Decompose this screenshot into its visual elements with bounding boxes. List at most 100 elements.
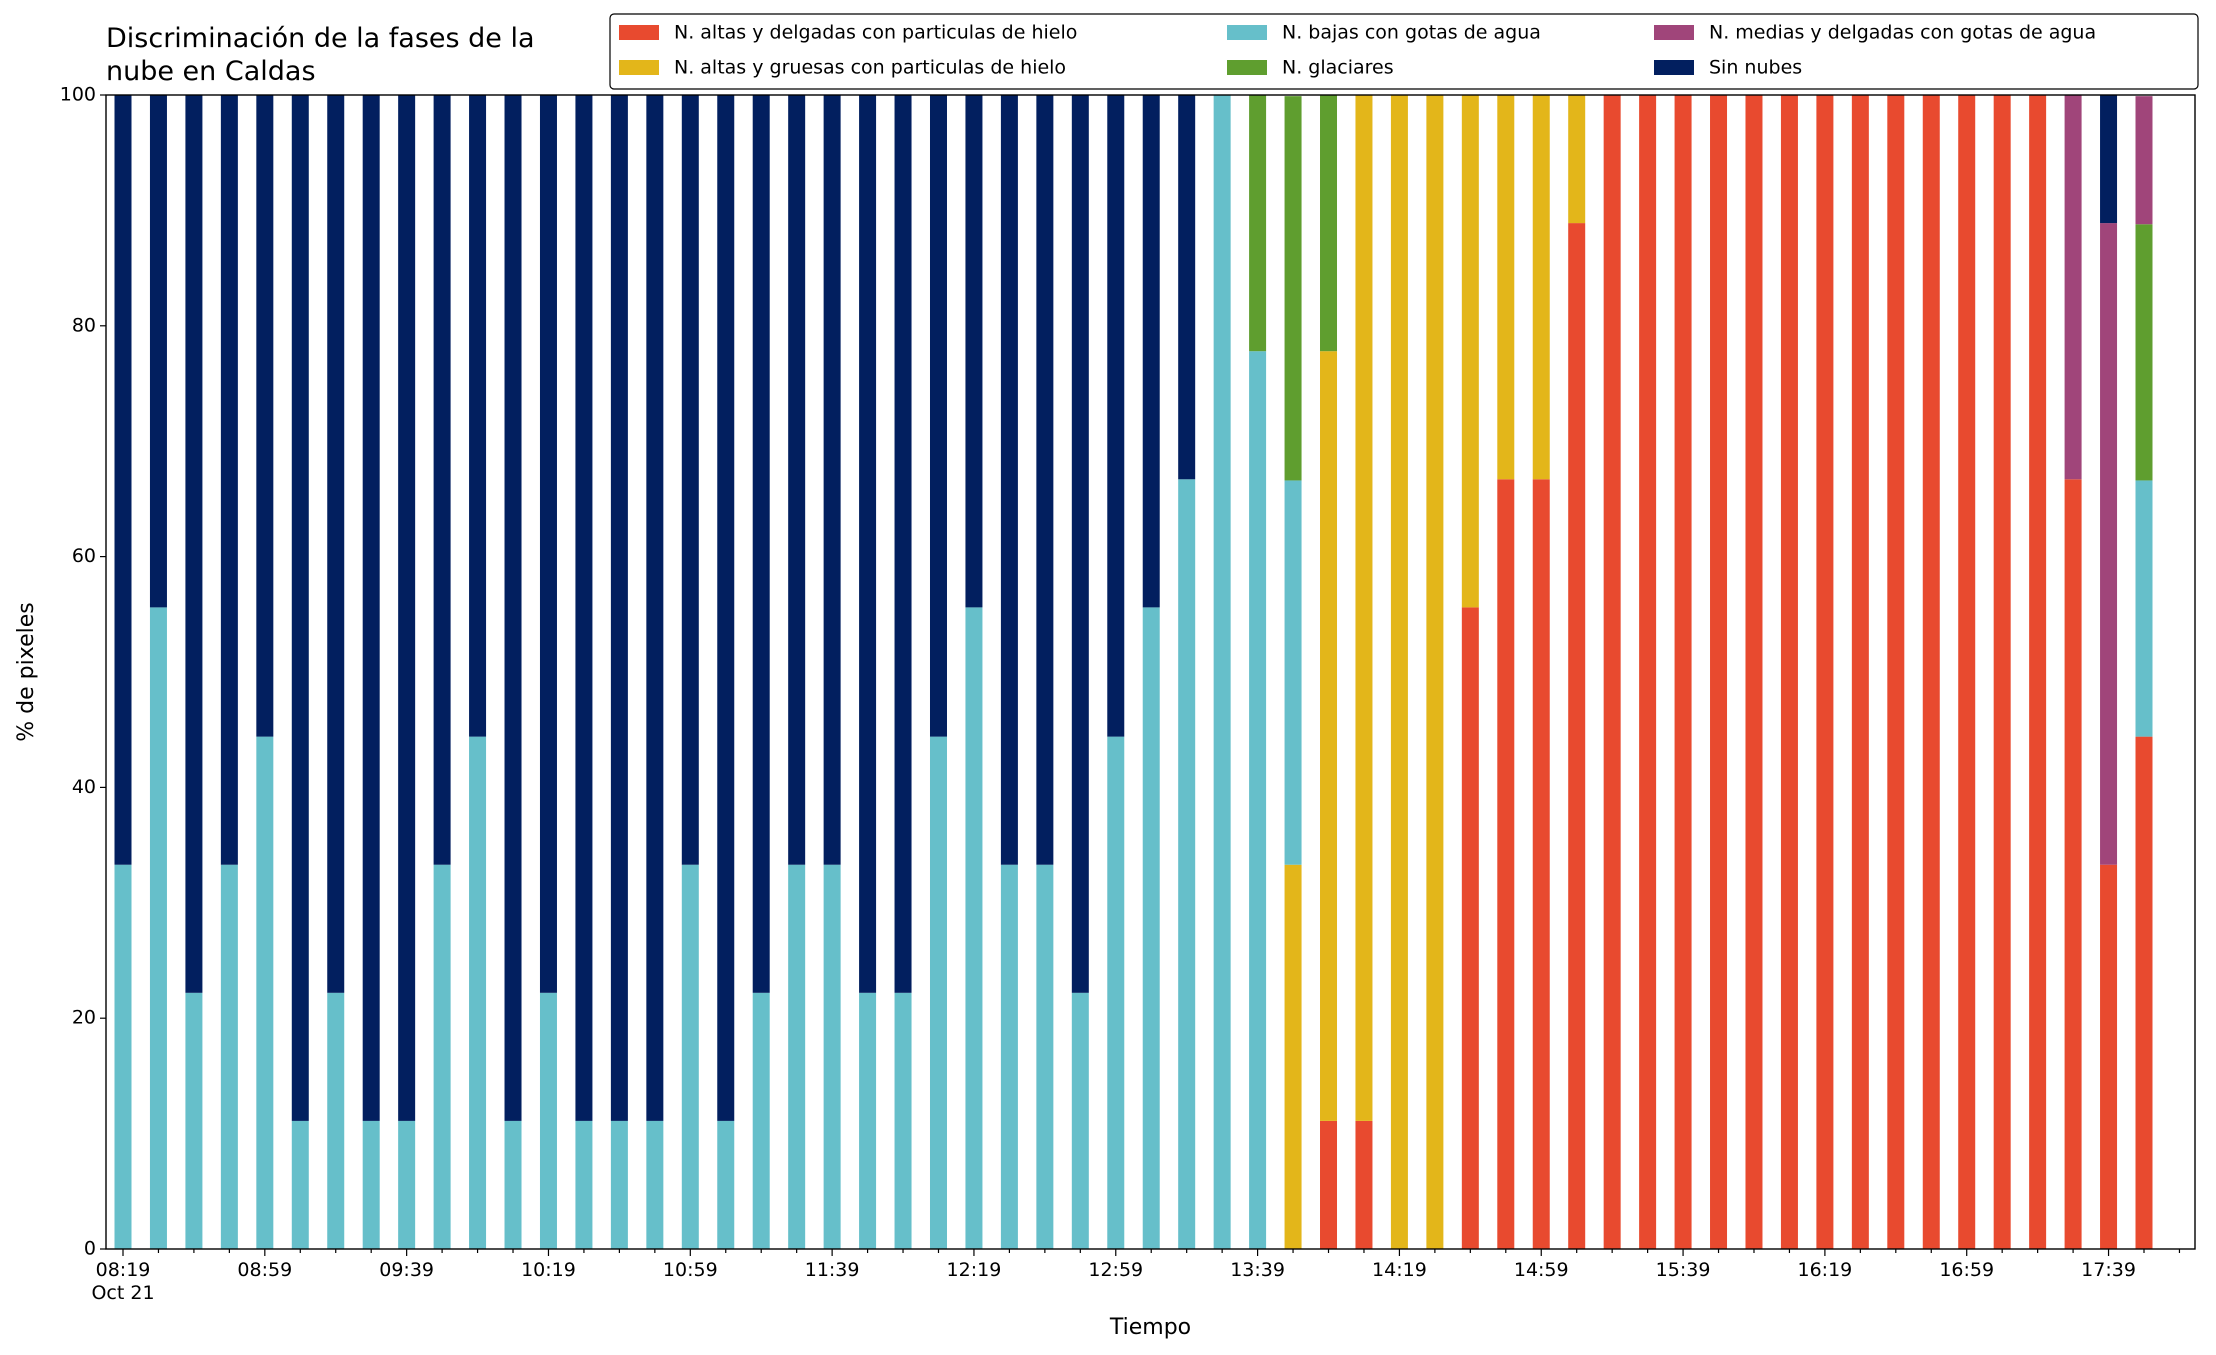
bar-segment [1603,95,1621,1249]
bar-segment [362,95,380,1121]
bar-segment [1284,96,1302,481]
legend-label: Sin nubes [1709,57,1802,79]
bar-segment [220,864,238,1249]
bar-segment [433,95,451,865]
bar-segment [256,736,274,1249]
legend-label: N. bajas con gotas de agua [1282,22,1541,44]
bar-segment [646,95,664,1121]
y-tick-label: 80 [72,314,96,336]
bar-segment [1497,479,1515,1250]
bar-segment [469,95,487,737]
bar-segment [114,864,132,1249]
x-axis-label: Tiempo [1109,1315,1191,1340]
legend-swatch [619,25,659,40]
bar-segment [681,95,699,865]
bar-segment [291,95,309,1121]
bar-segment [575,1120,593,1249]
bar-segment [1284,864,1302,1249]
bar-segment [646,1120,664,1249]
bar-segment [1107,95,1125,737]
legend-label: N. altas y gruesas con particulas de hie… [674,57,1066,79]
bar-segment [2029,95,2047,1249]
bar-segment [752,95,770,993]
bar-segment [1320,351,1338,1121]
bar-segment [291,1120,309,1249]
bar-segment [398,1120,416,1249]
bar-segment [894,992,912,1249]
bar-segment [1142,95,1160,608]
x-tick-label: 08:19 Oct 21 [91,1259,155,1304]
bar-segment [1178,479,1196,1250]
x-tick-label: 14:59 [1513,1259,1569,1281]
x-tick-label: 16:59 [1939,1259,1995,1281]
bar-segment [717,95,735,1121]
y-tick-label: 40 [72,776,96,798]
y-tick-label: 100 [60,84,96,106]
x-tick-label: 14:19 [1372,1259,1427,1281]
x-tick-label: 15:39 [1655,1259,1711,1281]
bar-segment [114,95,132,865]
bar-segment [575,95,593,1121]
bar-segment [788,864,806,1249]
bar-segment [1461,607,1479,1249]
bar-segment [185,95,203,993]
y-axis-label: % de pixeles [14,602,39,741]
bar-segment [2135,736,2153,1249]
legend-swatch [619,60,659,75]
legend-swatch [1227,60,1267,75]
bar-segment [220,95,238,865]
bar-segment [717,1120,735,1249]
bar-segment [2064,95,2082,480]
bar-segment [1071,95,1089,993]
bar-segment [149,95,167,608]
bar-segment [1639,95,1657,1249]
bar-segment [1710,95,1728,1249]
x-tick-label: 10:59 [662,1259,718,1281]
bar-segment [2135,224,2153,481]
x-tick-label: 11:39 [804,1259,860,1281]
plot-frame [105,94,2196,1250]
bar-segment [1355,95,1373,1121]
legend-swatch [1654,25,1694,40]
bar-segment [2100,864,2118,1249]
bar-segment [1320,1120,1338,1249]
bar-segment [1993,95,2011,1249]
bar-segment [681,864,699,1249]
bar-segment [859,95,877,993]
bar-segment [539,95,557,993]
bar-segment [2100,223,2118,865]
legend-label: N. glaciares [1282,57,1394,79]
bar-segment [1851,95,1869,1249]
bar-segment [1071,992,1089,1249]
legend-box [609,13,2199,90]
bar-segment [2064,479,2082,1250]
bar-segment [894,95,912,993]
bar-segment [1745,95,1763,1249]
x-tick-label: 16:19 [1797,1259,1853,1281]
legend-swatch [1227,25,1267,40]
y-tick-label: 0 [84,1238,96,1260]
x-tick-label: 12:19 [946,1259,1002,1281]
bar-segment [327,992,345,1249]
bar-segment [469,736,487,1249]
bar-segment [1036,95,1054,865]
bar-segment [1178,95,1196,480]
bar-segment [1107,736,1125,1249]
bar-segment [1426,95,1444,1249]
bar-segment [1000,95,1018,865]
bar-segment [929,95,947,737]
chart-title: Discriminación de la fases de la nube en… [106,23,535,87]
bar-segment [1142,607,1160,1249]
bar-segment [1497,95,1515,480]
bar-segment [1249,351,1267,1249]
bar-segment [929,736,947,1249]
bar-segment [1958,95,1976,1249]
bar-segment [788,95,806,865]
legend-label: N. altas y delgadas con particulas de hi… [674,22,1077,44]
bar-segment [2100,95,2118,224]
x-tick-label: 09:39 [379,1259,435,1281]
bar-segment [185,992,203,1249]
bar-segment [256,95,274,737]
bar-segment [1922,95,1940,1249]
